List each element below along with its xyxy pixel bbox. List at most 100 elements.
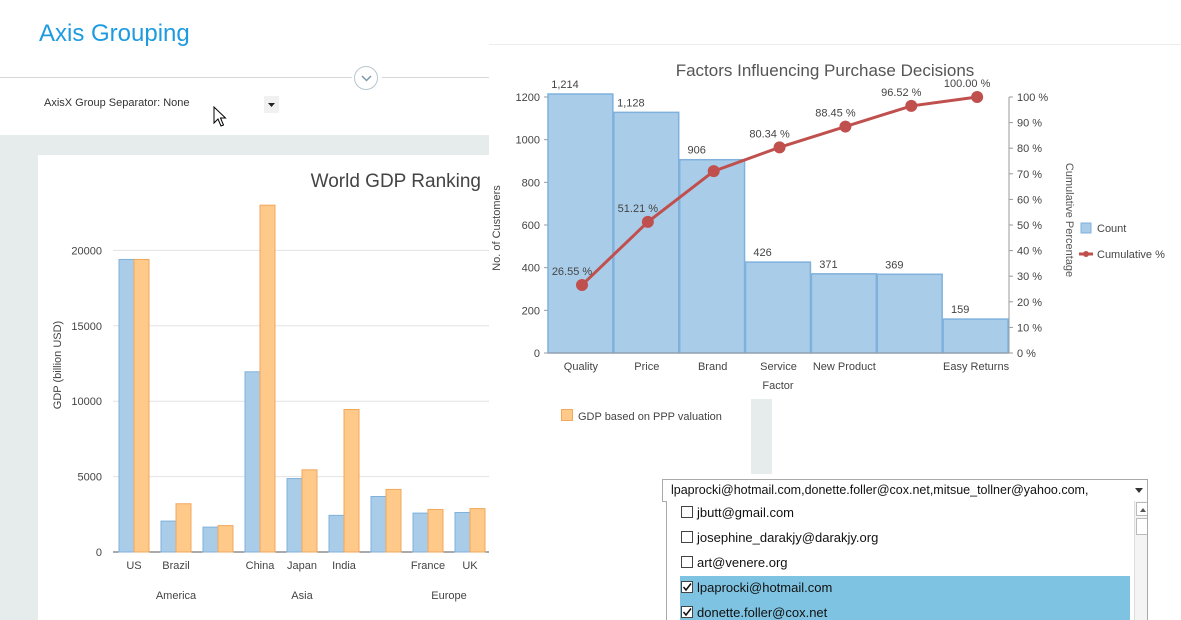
x-tick-label: Quality <box>564 361 599 373</box>
x-tick-label: US <box>126 560 141 572</box>
data-label: 51.21 % <box>618 203 659 215</box>
legend-item-ppp: GDP based on PPP valuation <box>561 407 722 425</box>
y2-axis-label: Cumulative Percentage <box>1063 163 1075 277</box>
bar-ppp <box>343 408 360 553</box>
bar-ppp <box>259 204 276 553</box>
list-item[interactable]: jbutt@gmail.com <box>680 501 1130 526</box>
checkbox[interactable] <box>681 581 693 593</box>
y-tick-label: 5000 <box>78 472 102 484</box>
checkbox[interactable] <box>681 506 693 518</box>
data-label: 88.45 % <box>815 108 856 120</box>
y-tick-label: 1200 <box>516 92 540 104</box>
group-separator-dropdown[interactable] <box>264 96 279 113</box>
x-tick-label: Service <box>760 361 797 373</box>
y-tick-label: 10000 <box>71 396 102 408</box>
y-tick-label: 0 <box>534 348 540 360</box>
y2-tick-label: 30 % <box>1017 271 1042 283</box>
chart-background <box>751 399 772 474</box>
data-label: 1,128 <box>617 97 645 109</box>
legend-swatch-count <box>1080 222 1092 234</box>
list-item[interactable]: lpaprocki@hotmail.com <box>680 576 1130 601</box>
y2-tick-label: 60 % <box>1017 194 1042 206</box>
cumulative-point <box>576 279 588 292</box>
bar-nominal <box>328 514 345 553</box>
y2-tick-label: 0 % <box>1017 348 1036 360</box>
bar-nominal <box>370 496 387 553</box>
data-label: 426 <box>753 247 771 259</box>
cumulative-point <box>707 165 720 178</box>
list-item-label: donette.foller@cox.net <box>697 605 828 620</box>
bar-nominal <box>244 371 261 553</box>
x-tick-label: China <box>246 560 276 572</box>
pareto-chart: Factors Influencing Purchase Decisions 0 2… <box>491 61 1165 392</box>
bar-nominal <box>454 511 471 553</box>
section-divider <box>489 44 1181 45</box>
list-item[interactable]: donette.foller@cox.net <box>680 601 1130 620</box>
x-group-label: Europe <box>431 590 466 602</box>
cumulative-point <box>773 141 786 154</box>
x-group-label: America <box>156 590 197 602</box>
scrollbar[interactable] <box>1134 501 1147 620</box>
mouse-cursor-icon <box>213 106 227 127</box>
bar-ppp <box>133 258 150 553</box>
scroll-up-button[interactable] <box>1136 502 1147 516</box>
collapse-button[interactable] <box>354 66 378 90</box>
cumulative-point <box>839 120 852 133</box>
checkbox[interactable] <box>681 606 693 618</box>
page-title: Axis Grouping <box>39 20 190 47</box>
bar-ppp <box>175 503 192 553</box>
multiselect-header[interactable]: lpaprocki@hotmail.com,donette.foller@cox… <box>662 479 1148 502</box>
section-divider <box>382 77 489 78</box>
y-tick-label: 400 <box>522 263 540 275</box>
bar-count <box>744 261 812 354</box>
y-tick-label: 600 <box>522 220 540 232</box>
y-tick-label: 800 <box>522 177 540 189</box>
bar-count <box>942 318 1009 354</box>
y-tick-label: 15000 <box>71 321 102 333</box>
x-tick-label: Easy Returns <box>943 361 1010 373</box>
cumulative-point <box>641 215 654 228</box>
gdp-chart: World GDP Ranking 0 5000 10000 15000 20000 GDP… <box>52 171 489 602</box>
x-tick-label: New Product <box>813 361 876 373</box>
list-item[interactable]: art@venere.org <box>680 551 1130 576</box>
y2-tick-label: 10 % <box>1017 322 1042 334</box>
y2-tick-label: 40 % <box>1017 246 1042 258</box>
data-label: 1,214 <box>551 79 579 91</box>
bar-ppp <box>385 488 402 553</box>
chevron-down-icon <box>361 75 372 82</box>
group-separator-label: AxisX Group Separator: None <box>44 97 190 109</box>
checkbox[interactable] <box>681 531 693 543</box>
bar-ppp <box>301 469 318 553</box>
caret-down-icon[interactable] <box>1135 488 1143 493</box>
y2-tick-label: 90 % <box>1017 118 1042 130</box>
data-label: 80.34 % <box>749 128 790 140</box>
check-icon <box>682 608 692 617</box>
y-tick-label: 1000 <box>516 135 540 147</box>
y-tick-label: 200 <box>522 305 540 317</box>
list-item[interactable]: josephine_darakjy@darakjy.org <box>680 526 1130 551</box>
data-label: 159 <box>951 304 969 316</box>
y-tick-label: 20000 <box>71 245 102 257</box>
y-axis-label: GDP (billion USD) <box>52 321 64 409</box>
multiselect-list[interactable]: jbutt@gmail.com josephine_darakjy@darakjy… <box>666 501 1148 620</box>
x-tick-label: India <box>332 560 357 572</box>
bar-nominal <box>412 512 429 553</box>
scroll-thumb[interactable] <box>1136 518 1147 535</box>
checkbox[interactable] <box>681 556 693 568</box>
x-tick-label: UK <box>462 560 478 572</box>
x-axis-label: Factor <box>762 380 794 392</box>
y2-tick-label: 80 % <box>1017 143 1042 155</box>
x-tick-label: Japan <box>287 560 317 572</box>
section-divider <box>0 77 352 78</box>
legend-marker <box>1083 251 1089 257</box>
bar-count <box>810 273 878 354</box>
y-tick-label: 0 <box>96 547 102 559</box>
cumulative-point <box>905 99 918 112</box>
email-multiselect[interactable]: lpaprocki@hotmail.com,donette.foller@cox… <box>662 479 1148 620</box>
bar-ppp <box>469 508 486 553</box>
bar-nominal <box>286 478 303 553</box>
x-group-label: Asia <box>291 590 313 602</box>
caret-down-icon <box>268 103 275 107</box>
list-item-label: jbutt@gmail.com <box>697 505 795 520</box>
chart-title: World GDP Ranking <box>311 171 481 192</box>
